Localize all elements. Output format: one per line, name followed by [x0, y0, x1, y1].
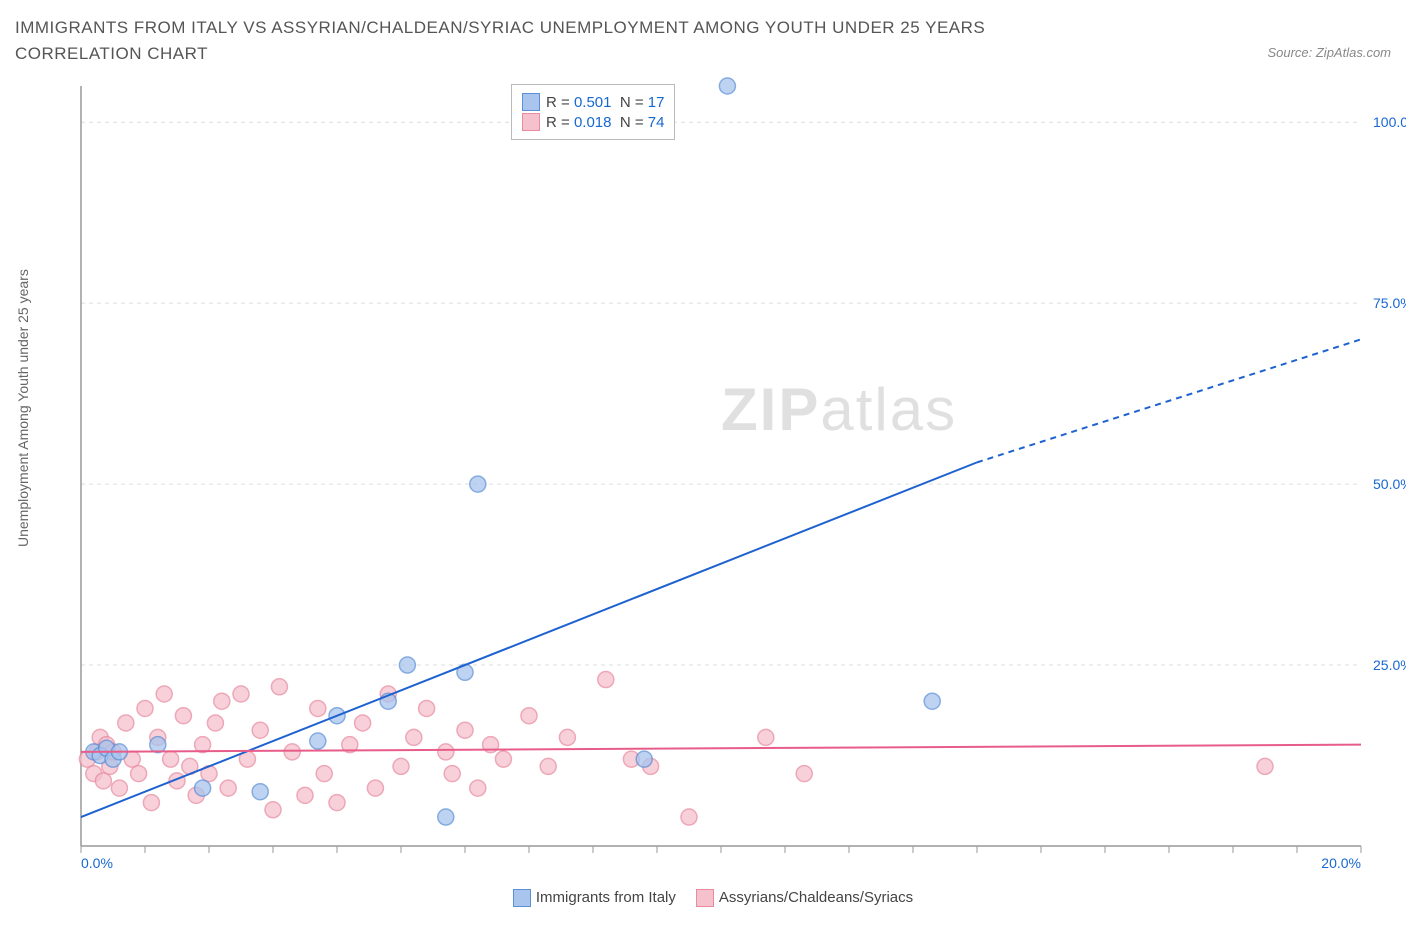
svg-text:75.0%: 75.0%	[1373, 295, 1406, 311]
svg-text:20.0%: 20.0%	[1321, 855, 1361, 871]
chart-container: Unemployment Among Youth under 25 years …	[15, 76, 1391, 881]
source-label: Source: ZipAtlas.com	[1267, 15, 1391, 60]
legend-swatch	[696, 889, 714, 907]
stats-row: R = 0.018 N = 74	[522, 113, 664, 131]
stat-text: R = 0.018 N = 74	[546, 114, 664, 131]
legend-label: Immigrants from Italy	[536, 889, 676, 906]
chart-header: IMMIGRANTS FROM ITALY VS ASSYRIAN/CHALDE…	[15, 15, 1391, 66]
svg-text:100.0%: 100.0%	[1373, 114, 1406, 130]
stat-text: R = 0.501 N = 17	[546, 94, 664, 111]
svg-text:50.0%: 50.0%	[1373, 476, 1406, 492]
svg-text:0.0%: 0.0%	[81, 855, 113, 871]
y-axis-label: Unemployment Among Youth under 25 years	[15, 76, 31, 881]
legend-swatch	[513, 889, 531, 907]
bottom-legend: Immigrants from Italy Assyrians/Chaldeans…	[15, 889, 1391, 907]
stats-row: R = 0.501 N = 17	[522, 93, 664, 111]
legend-swatch	[522, 113, 540, 131]
legend-label: Assyrians/Chaldeans/Syriacs	[719, 889, 913, 906]
scatter-chart: ZIPatlas 25.0% 50.0% 75.0% 100.0% 0.0% 20.0% R…	[31, 76, 1406, 881]
stats-box: R = 0.501 N = 17 R = 0.018 N = 74	[511, 84, 675, 140]
chart-title: IMMIGRANTS FROM ITALY VS ASSYRIAN/CHALDE…	[15, 15, 1115, 66]
svg-text:25.0%: 25.0%	[1373, 657, 1406, 673]
watermark: ZIPatlas	[721, 375, 957, 444]
legend-swatch	[522, 93, 540, 111]
